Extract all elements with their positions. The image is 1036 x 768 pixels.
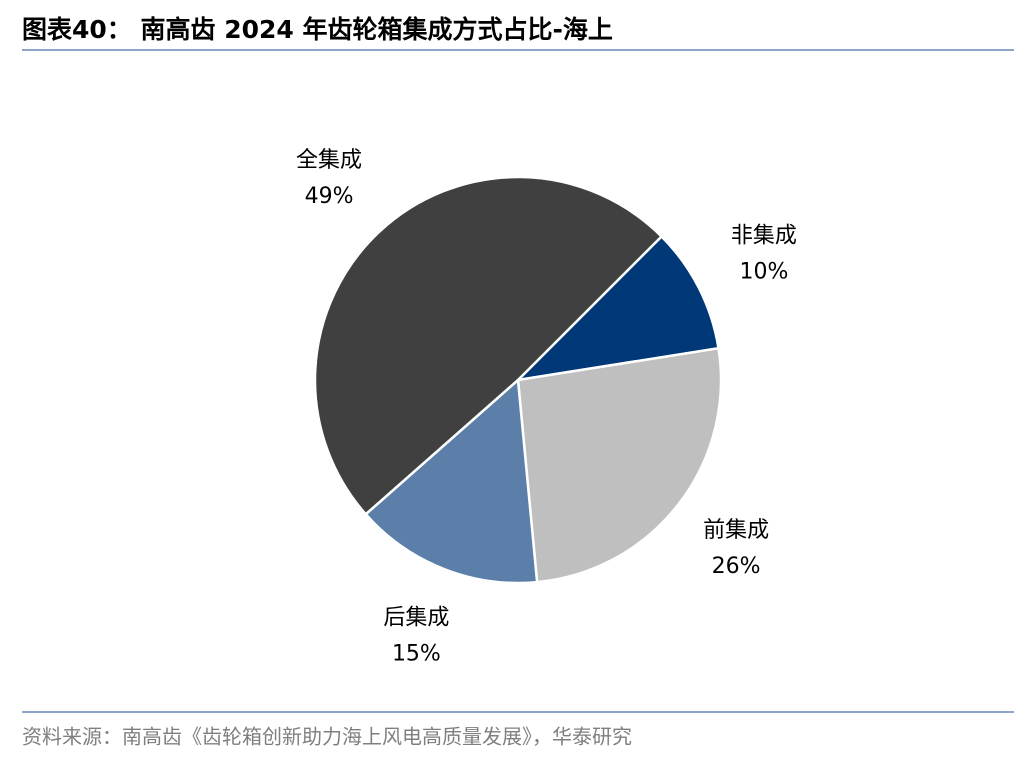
value-label: 15% [392,642,441,667]
pie-slice [516,346,723,584]
value-label: 10% [739,260,788,285]
slice-label: 非集成 [731,224,797,249]
value-label: 49% [305,184,354,209]
pie-slice [363,377,539,585]
slice-label: 全集成 [296,148,362,173]
pie-slice [514,234,720,382]
value-label: 26% [712,554,761,579]
slice-label: 前集成 [703,518,769,543]
slice-label: 后集成 [383,606,449,631]
source-note: 资料来源：南高齿《齿轮箱创新助力海上风电高质量发展》，华泰研究 [22,725,632,749]
pie-slice [313,175,664,517]
chart-title: 图表40： 南高齿 2024 年齿轮箱集成方式占比-海上 [22,15,613,44]
